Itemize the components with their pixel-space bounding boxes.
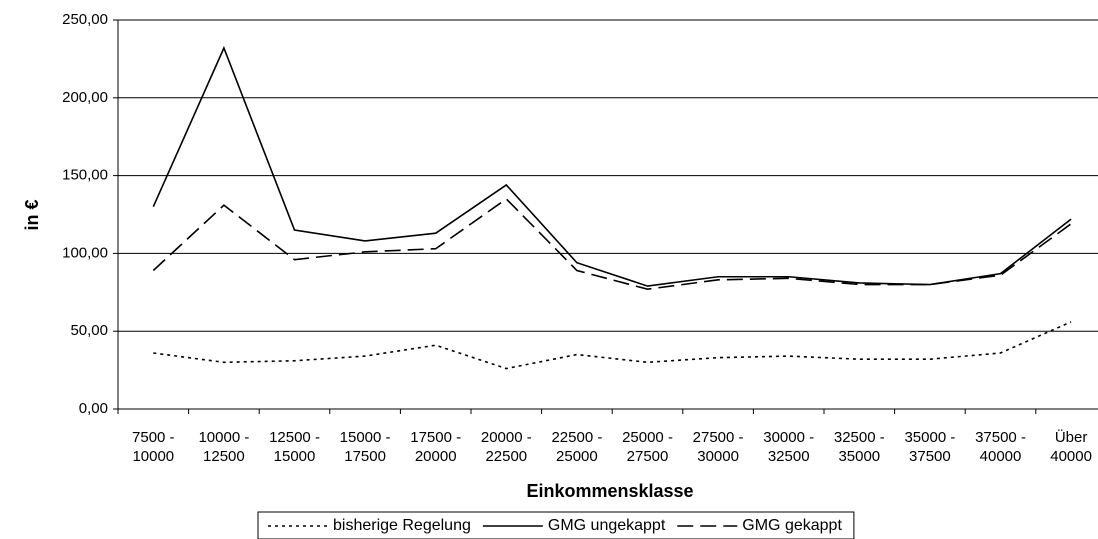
x-tick-label: 32500 - 35000 bbox=[833, 429, 885, 465]
legend-label: GMG gekappt bbox=[742, 517, 842, 534]
y-tick-label: 150,00 bbox=[62, 167, 108, 184]
legend-box bbox=[257, 511, 855, 539]
x-tick-label: 22500 - 25000 bbox=[551, 429, 603, 465]
legend-label: GMG ungekappt bbox=[548, 517, 666, 534]
series-line bbox=[152, 197, 1072, 291]
x-tick-label: 27500 - 30000 bbox=[692, 429, 744, 465]
y-tick-label: 50,00 bbox=[70, 322, 108, 339]
series-line bbox=[153, 321, 1072, 370]
x-axis-title: Einkommensklasse bbox=[526, 481, 693, 501]
y-tick-label: 250,00 bbox=[62, 11, 108, 28]
x-tick-label: 17500 - 20000 bbox=[410, 429, 462, 465]
x-tick-label: 7500 - 10000 bbox=[132, 429, 175, 465]
y-tick-label: 200,00 bbox=[62, 89, 108, 106]
x-tick-label: 20000 - 22500 bbox=[480, 429, 532, 465]
y-tick-label: 100,00 bbox=[62, 244, 108, 261]
x-tick-label: 12500 - 15000 bbox=[269, 429, 320, 465]
x-tick-label: 37500 - 40000 bbox=[975, 429, 1026, 465]
x-tick-label: 25000 - 27500 bbox=[622, 429, 673, 465]
y-tick-label: 0,00 bbox=[79, 400, 108, 417]
x-tick-label: Über 40000 bbox=[1050, 429, 1092, 465]
legend-label: bisherige Regelung bbox=[333, 517, 471, 534]
series-line bbox=[152, 45, 1072, 287]
x-tick-label: 30000 - 32500 bbox=[763, 429, 815, 465]
y-axis-title: in € bbox=[22, 199, 42, 230]
x-tick-label: 10000 - 12500 bbox=[198, 429, 250, 465]
x-tick-label: 35000 - 37500 bbox=[904, 429, 956, 465]
x-tick-label: 15000 - 17500 bbox=[339, 429, 391, 465]
